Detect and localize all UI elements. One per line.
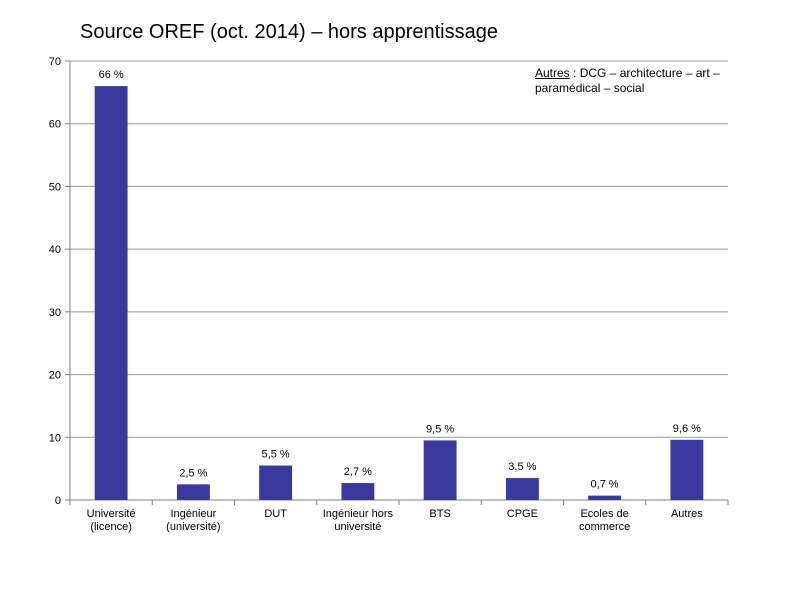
x-category-label: Université <box>87 508 136 520</box>
x-category-label: université <box>334 521 381 533</box>
bar <box>505 478 539 500</box>
chart-title: Source OREF (oct. 2014) – hors apprentis… <box>80 21 498 43</box>
x-category-label: Ingénieur hors <box>323 508 394 520</box>
data-label: 9,6 % <box>673 423 701 435</box>
y-tick-label: 70 <box>49 56 61 68</box>
x-category-label: Autres <box>671 508 703 520</box>
data-label: 2,5 % <box>179 467 207 479</box>
data-label: 9,5 % <box>426 423 454 435</box>
bar <box>259 465 293 500</box>
bar <box>341 483 375 500</box>
annotation-line-1-text: : DCG – architecture – art – <box>569 66 720 80</box>
data-label: 0,7 % <box>591 479 619 491</box>
x-category-label: (licence) <box>90 521 132 533</box>
bar <box>423 440 457 500</box>
y-tick-label: 30 <box>49 307 61 319</box>
bar <box>94 86 128 500</box>
bar <box>176 484 210 500</box>
data-label: 5,5 % <box>262 449 290 461</box>
annotation-line-1: Autres : DCG – architecture – art – <box>535 66 720 81</box>
x-category-label: commerce <box>579 521 630 533</box>
y-tick-label: 20 <box>49 370 61 382</box>
y-tick-label: 60 <box>49 119 61 131</box>
data-label: 66 % <box>99 69 124 81</box>
y-tick-label: 40 <box>49 244 61 256</box>
annotation-keyword: Autres <box>535 66 570 80</box>
x-category-label: Ingénieur <box>170 508 216 520</box>
bar <box>670 439 704 500</box>
y-tick-label: 10 <box>49 432 61 444</box>
chart-annotation: Autres : DCG – architecture – art – para… <box>535 66 720 96</box>
y-tick-label: 50 <box>49 181 61 193</box>
x-category-label: BTS <box>429 508 450 520</box>
x-category-label: CPGE <box>507 508 538 520</box>
annotation-line-2: paramédical – social <box>535 81 645 95</box>
y-tick-label: 0 <box>55 495 61 507</box>
data-label: 2,7 % <box>344 466 372 478</box>
x-category-label: DUT <box>264 508 287 520</box>
x-category-label: Ecoles de <box>580 508 628 520</box>
bar <box>588 495 622 500</box>
data-label: 3,5 % <box>508 461 536 473</box>
x-category-label: (université) <box>166 521 220 533</box>
